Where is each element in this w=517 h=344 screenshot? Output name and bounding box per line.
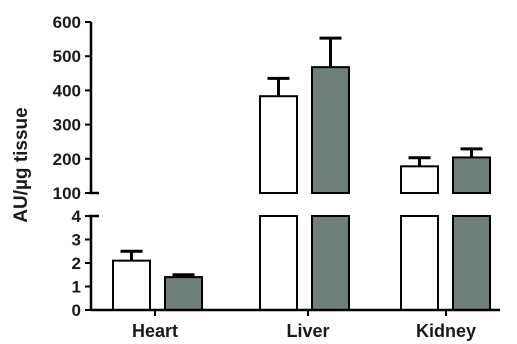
bar — [400, 165, 439, 195]
bar — [112, 259, 151, 311]
axes-layer — [85, 21, 500, 316]
y-tick-label: 200 — [53, 150, 81, 169]
bar — [400, 215, 439, 311]
y-tick-label: 100 — [53, 184, 81, 203]
bar — [259, 95, 298, 194]
y-axis-title: AU/µg tissue — [11, 107, 32, 222]
bar — [311, 66, 350, 194]
bar — [164, 276, 203, 312]
y-tick-label: 0 — [72, 301, 81, 320]
y-tick-label: 3 — [72, 231, 81, 250]
x-tick-label: Kidney — [416, 321, 476, 341]
y-tick-label: 600 — [53, 13, 81, 32]
labels-layer: 100 200 300 400 500 600 0 1 2 3 4 Heart Liver Kidney — [53, 13, 476, 341]
x-tick-label: Liver — [286, 321, 329, 341]
axis-break-gap — [451, 194, 492, 215]
y-tick-label: 1 — [72, 278, 81, 297]
y-tick-label: 2 — [72, 254, 81, 273]
y-tick-label: 300 — [53, 116, 81, 135]
y-tick-label: 4 — [72, 207, 82, 226]
bars-layer — [112, 36, 492, 312]
bar — [311, 215, 350, 311]
x-tick-label: Heart — [132, 321, 178, 341]
axis-break-gap — [258, 194, 299, 215]
y-tick-label: 500 — [53, 47, 81, 66]
axis-break-gap — [399, 194, 440, 215]
bar — [452, 215, 491, 311]
y-tick-label: 400 — [53, 81, 81, 100]
bar — [452, 156, 491, 195]
axis-break-gap — [310, 194, 351, 215]
bar — [259, 215, 298, 311]
